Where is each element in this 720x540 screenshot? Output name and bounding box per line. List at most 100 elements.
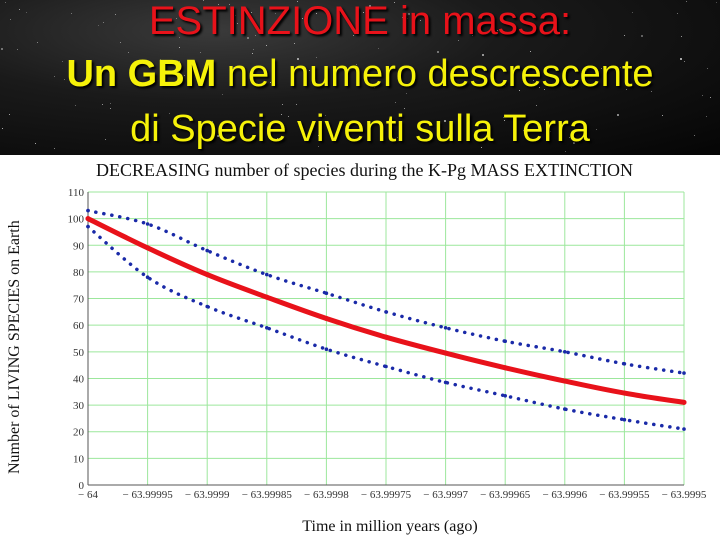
star-dot — [408, 13, 410, 15]
x-tick-label: − 63.99965 — [480, 489, 531, 501]
star-dot — [160, 59, 161, 60]
star-dot — [110, 108, 111, 109]
star-dot — [302, 18, 303, 19]
star-dot — [284, 128, 285, 129]
star-dot — [437, 51, 439, 53]
star-dot — [503, 117, 504, 118]
data-point — [324, 347, 329, 352]
star-dot — [707, 68, 708, 69]
data-point — [682, 427, 686, 431]
star-dot — [458, 40, 459, 41]
data-point — [682, 371, 686, 375]
star-dot — [54, 148, 55, 149]
data-point — [86, 224, 90, 229]
data-point — [145, 275, 150, 280]
data-point — [443, 380, 448, 385]
star-dot — [716, 2, 717, 3]
star-dot — [120, 42, 121, 43]
star-dot — [176, 18, 177, 19]
data-point — [145, 222, 150, 226]
star-dot — [505, 85, 506, 86]
star-dot — [710, 97, 711, 98]
star-dot — [212, 123, 213, 124]
star-dot — [530, 51, 531, 52]
data-point — [264, 294, 270, 300]
chart-title: DECREASING number of species during the … — [96, 160, 633, 180]
star-dot — [217, 135, 219, 137]
data-point — [563, 350, 567, 354]
star-dot — [353, 35, 354, 36]
star-dot — [281, 114, 282, 115]
star-dot — [444, 120, 446, 122]
star-dot — [536, 105, 537, 106]
star-dot — [179, 37, 180, 38]
y-tick-label: 50 — [73, 347, 85, 359]
title-banner: ESTINZIONE in massa: Un GBM nel numero d… — [0, 0, 720, 155]
star-dot — [634, 72, 635, 73]
star-dot — [288, 116, 289, 117]
star-dot — [626, 89, 627, 90]
slide-title-gbm: Un GBM — [66, 53, 217, 95]
star-dot — [680, 58, 682, 60]
star-dot — [641, 35, 643, 37]
x-tick-label: − 63.9996 — [542, 489, 587, 501]
star-dot — [103, 22, 104, 23]
x-axis-label: Time in million years (ago) — [302, 518, 478, 535]
star-dot — [294, 43, 295, 44]
star-dot — [297, 58, 299, 60]
star-dot — [98, 25, 99, 26]
star-dot — [180, 119, 181, 120]
star-dot — [26, 12, 27, 13]
star-dot — [233, 67, 235, 69]
data-point — [265, 326, 269, 330]
star-dot — [35, 143, 36, 144]
y-tick-label: 100 — [68, 214, 85, 226]
y-tick-label: 40 — [73, 373, 85, 385]
star-dot — [706, 116, 707, 117]
data-point — [323, 316, 329, 321]
star-dot — [378, 48, 379, 49]
x-tick-label: − 63.99985 — [242, 489, 293, 501]
x-tick-label: − 63.99975 — [361, 489, 412, 501]
star-dot — [179, 61, 180, 62]
star-dot — [64, 79, 65, 80]
star-dot — [617, 114, 619, 116]
x-tick-label: − 63.9997 — [423, 489, 468, 501]
star-dot — [539, 87, 540, 88]
data-point — [681, 399, 687, 405]
data-point — [205, 304, 209, 309]
star-dot — [10, 19, 11, 20]
star-dot — [282, 104, 283, 105]
star-dot — [474, 75, 475, 76]
star-dot — [404, 108, 405, 109]
x-tick-label: − 63.99995 — [122, 489, 173, 501]
star-dot — [37, 42, 38, 43]
star-dot — [297, 1, 298, 2]
data-point — [503, 394, 508, 398]
star-dot — [275, 13, 276, 14]
y-tick-label: 80 — [73, 267, 85, 279]
data-point — [621, 390, 627, 396]
star-dot — [694, 135, 695, 136]
star-dot — [325, 115, 326, 116]
x-tick-label: − 64 — [78, 489, 98, 501]
star-dot — [596, 129, 597, 130]
star-dot — [571, 87, 572, 88]
star-dot — [9, 114, 10, 115]
star-dot — [482, 54, 484, 56]
star-dot — [247, 37, 249, 39]
y-tick-label: 20 — [73, 427, 85, 439]
star-dot — [17, 49, 18, 50]
slide-title-line2: Un GBM nel numero descrescente — [0, 52, 720, 96]
star-dot — [2, 128, 3, 129]
star-dot — [128, 52, 129, 53]
star-dot — [632, 12, 633, 13]
star-dot — [19, 9, 20, 10]
star-dot — [441, 82, 442, 83]
data-point — [383, 334, 389, 340]
star-dot — [316, 13, 317, 14]
star-dot — [472, 35, 473, 36]
data-point — [204, 272, 210, 278]
star-dot — [686, 1, 687, 2]
star-dot — [504, 120, 505, 121]
